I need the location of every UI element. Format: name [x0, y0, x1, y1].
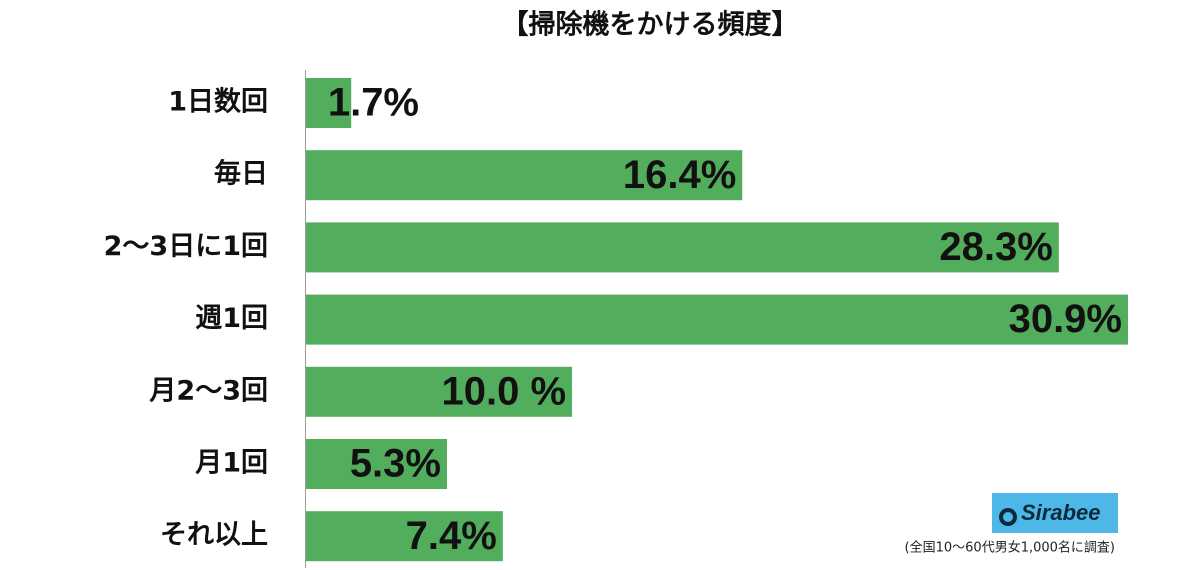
bar — [306, 294, 1128, 345]
logo-icon — [999, 508, 1017, 526]
bar — [306, 511, 503, 562]
value-label: 7.4% — [406, 514, 497, 558]
bar — [306, 366, 573, 417]
bar — [306, 150, 743, 201]
source-note: (全国10〜60代男女1,000名に調査) — [905, 540, 1115, 556]
value-label: 16.4% — [623, 153, 736, 197]
value-label: 28.3% — [939, 225, 1052, 269]
bar — [306, 439, 447, 489]
value-label: 30.9% — [1009, 297, 1122, 341]
value-label: 5.3% — [350, 442, 441, 486]
value-label: 1.7% — [328, 81, 419, 125]
logo-text: Sirabee — [1021, 500, 1101, 525]
bar — [306, 222, 1059, 273]
bar — [306, 78, 352, 128]
category-label: それ以上 — [160, 520, 268, 551]
category-label: 2〜3日に1回 — [104, 231, 268, 262]
category-label: 1日数回 — [168, 87, 268, 118]
category-label: 月1回 — [194, 448, 268, 479]
category-label: 月2〜3回 — [148, 375, 268, 406]
category-label: 毎日 — [214, 159, 268, 190]
value-label: 10.0 % — [441, 369, 566, 413]
category-label: 週1回 — [195, 303, 268, 334]
chart-title: 【掃除機をかける頻度】 — [502, 9, 799, 41]
